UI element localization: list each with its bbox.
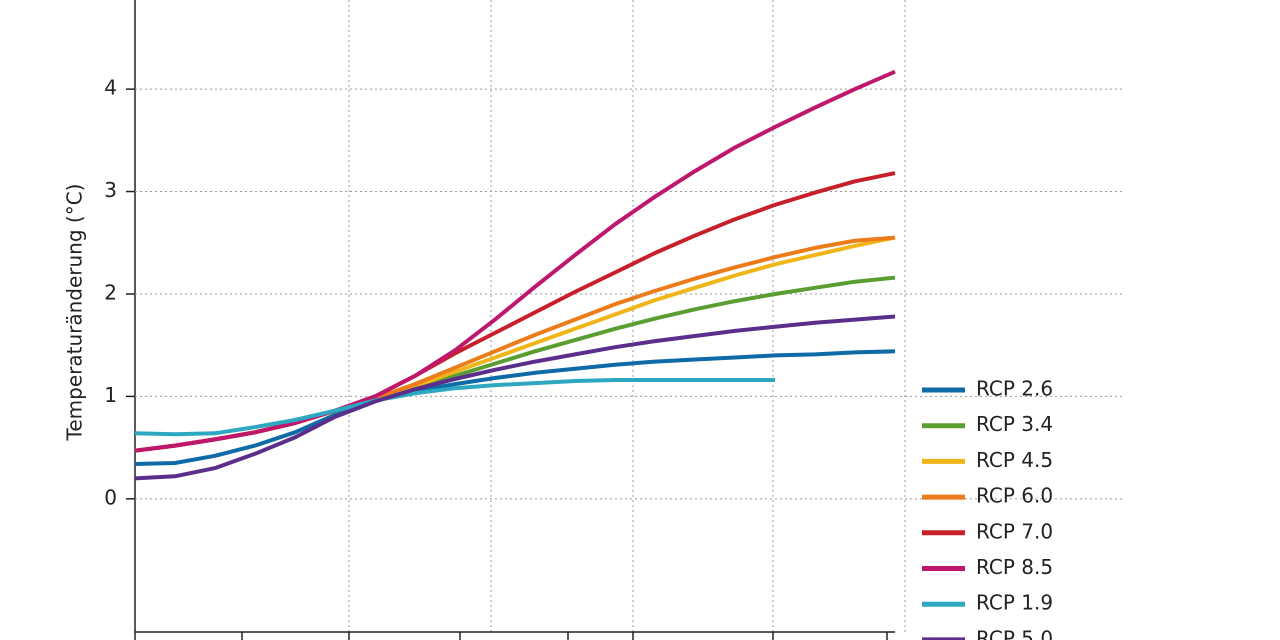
legend-label: RCP 7.0	[976, 519, 1053, 543]
series-line	[134, 235, 896, 453]
y-tick-label: 0	[104, 485, 117, 509]
series-line	[134, 171, 896, 453]
y-tick-label: 1	[104, 383, 117, 407]
legend-label: RCP 1.9	[976, 591, 1053, 615]
series-line	[134, 349, 896, 466]
x-tick-marks	[134, 632, 888, 640]
series-line	[134, 69, 896, 453]
y-axis-label: Temperaturänderung (°C)	[63, 184, 87, 442]
legend-label: RCP 2.6	[976, 377, 1053, 401]
legend-label: RCP 3.4	[976, 412, 1053, 436]
y-tick-label: 4	[104, 76, 117, 100]
series-line	[134, 378, 775, 437]
y-tick-label: 2	[104, 280, 117, 304]
y-tick-label: 3	[104, 178, 117, 202]
legend-label: RCP 8.5	[976, 555, 1053, 579]
legend-label: RCP 6.0	[976, 484, 1053, 508]
series-line	[134, 314, 896, 481]
legend-label: RCP 4.5	[976, 448, 1053, 472]
vertical-grid	[348, 0, 906, 632]
legend-label: RCP 5.0	[976, 626, 1053, 640]
